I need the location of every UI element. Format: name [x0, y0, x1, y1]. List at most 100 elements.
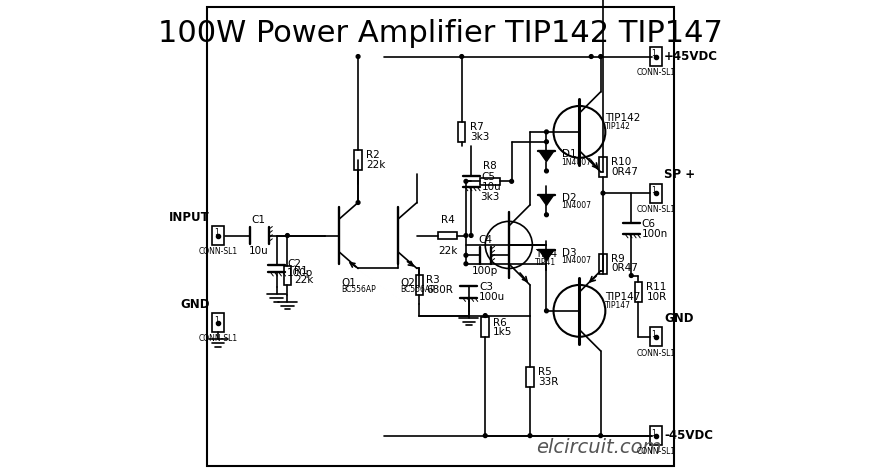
- Text: 3k3: 3k3: [480, 192, 500, 202]
- Bar: [599, 254, 607, 274]
- Bar: [284, 266, 292, 285]
- Circle shape: [544, 140, 548, 144]
- Text: TIP147: TIP147: [605, 300, 632, 310]
- Bar: [650, 47, 662, 66]
- Bar: [212, 226, 224, 245]
- Circle shape: [599, 55, 603, 58]
- Circle shape: [544, 169, 548, 173]
- Circle shape: [460, 55, 463, 58]
- Text: CONN-SL1: CONN-SL1: [636, 349, 676, 357]
- Text: CONN-SL1: CONN-SL1: [636, 68, 676, 77]
- Text: C3: C3: [479, 282, 493, 292]
- Text: R3: R3: [426, 275, 440, 285]
- Text: 100W Power Amplifier TIP142 TIP147: 100W Power Amplifier TIP142 TIP147: [158, 19, 723, 48]
- Circle shape: [589, 55, 593, 58]
- Bar: [482, 317, 489, 337]
- Text: Q2: Q2: [401, 278, 415, 288]
- Text: CONN-SL1: CONN-SL1: [636, 205, 676, 214]
- Text: 1: 1: [651, 49, 656, 58]
- Text: 22k: 22k: [366, 160, 386, 170]
- Text: 1k5: 1k5: [493, 327, 513, 337]
- Circle shape: [470, 234, 473, 237]
- Text: R7: R7: [470, 122, 484, 132]
- Text: TIP4: TIP4: [535, 249, 557, 260]
- Circle shape: [356, 55, 360, 58]
- Circle shape: [528, 434, 532, 438]
- Text: 1: 1: [214, 228, 218, 237]
- Text: BC556AP: BC556AP: [401, 285, 435, 294]
- Text: C5: C5: [482, 171, 495, 182]
- Text: 1: 1: [651, 429, 656, 438]
- Bar: [634, 282, 642, 302]
- Bar: [212, 313, 224, 332]
- Text: 3k3: 3k3: [470, 131, 489, 142]
- Text: D1: D1: [561, 149, 576, 159]
- Text: 10R: 10R: [647, 292, 667, 302]
- Circle shape: [464, 262, 468, 266]
- Text: 22k: 22k: [294, 275, 314, 285]
- Bar: [599, 157, 607, 177]
- Circle shape: [629, 274, 633, 277]
- Bar: [458, 122, 465, 142]
- Text: 1N4007: 1N4007: [561, 201, 591, 211]
- Circle shape: [544, 309, 548, 313]
- Text: C2: C2: [287, 259, 301, 269]
- Circle shape: [464, 253, 468, 257]
- Text: BC556AP: BC556AP: [342, 285, 376, 294]
- Text: 100n: 100n: [641, 229, 668, 239]
- Text: SP +: SP +: [664, 168, 695, 181]
- Circle shape: [464, 179, 468, 183]
- Circle shape: [544, 130, 548, 134]
- Bar: [650, 327, 662, 346]
- Text: 1: 1: [651, 186, 656, 195]
- Text: 1: 1: [651, 330, 656, 339]
- Text: R2: R2: [366, 150, 380, 161]
- Bar: [480, 178, 500, 185]
- Bar: [650, 426, 662, 445]
- Text: 10u: 10u: [482, 182, 501, 192]
- Circle shape: [285, 234, 289, 237]
- Bar: [354, 150, 362, 170]
- Text: GND: GND: [181, 298, 210, 311]
- Text: TIP142: TIP142: [605, 122, 631, 131]
- Circle shape: [356, 201, 360, 204]
- Circle shape: [484, 314, 487, 317]
- Text: R6: R6: [493, 317, 507, 328]
- Text: 0R47: 0R47: [611, 263, 638, 274]
- Circle shape: [599, 434, 603, 438]
- Text: C6: C6: [641, 219, 655, 229]
- Text: C4: C4: [478, 235, 492, 245]
- Text: 10u: 10u: [249, 246, 269, 256]
- Text: R9: R9: [611, 254, 625, 264]
- Text: R10: R10: [611, 157, 632, 168]
- Circle shape: [510, 179, 514, 183]
- Text: Q1: Q1: [342, 278, 357, 288]
- Circle shape: [544, 213, 548, 217]
- Text: 1N4007: 1N4007: [561, 157, 591, 167]
- Bar: [416, 275, 423, 295]
- Text: 100u: 100u: [479, 292, 506, 302]
- Text: D2: D2: [561, 193, 576, 203]
- Text: elcircuit.com: elcircuit.com: [537, 438, 662, 457]
- Text: R4: R4: [440, 215, 455, 225]
- Bar: [650, 184, 662, 203]
- Text: CONN-SL1: CONN-SL1: [198, 334, 238, 343]
- Polygon shape: [539, 195, 554, 205]
- Polygon shape: [539, 250, 554, 260]
- Text: 100p: 100p: [472, 266, 499, 276]
- Text: TIP142: TIP142: [605, 113, 640, 123]
- Text: 33R: 33R: [538, 376, 559, 387]
- Text: TIP147: TIP147: [605, 292, 640, 302]
- Text: 22k: 22k: [438, 246, 457, 256]
- Circle shape: [464, 234, 468, 237]
- Text: R1: R1: [294, 266, 308, 276]
- Text: +45VDC: +45VDC: [664, 50, 718, 63]
- Text: 100p: 100p: [287, 268, 314, 278]
- Text: D3: D3: [561, 248, 576, 258]
- Text: 680R: 680R: [426, 284, 453, 295]
- Bar: [526, 367, 534, 387]
- Circle shape: [601, 191, 605, 195]
- Text: R8: R8: [483, 161, 497, 171]
- Text: TIP41: TIP41: [535, 258, 556, 268]
- Text: C1: C1: [251, 215, 265, 225]
